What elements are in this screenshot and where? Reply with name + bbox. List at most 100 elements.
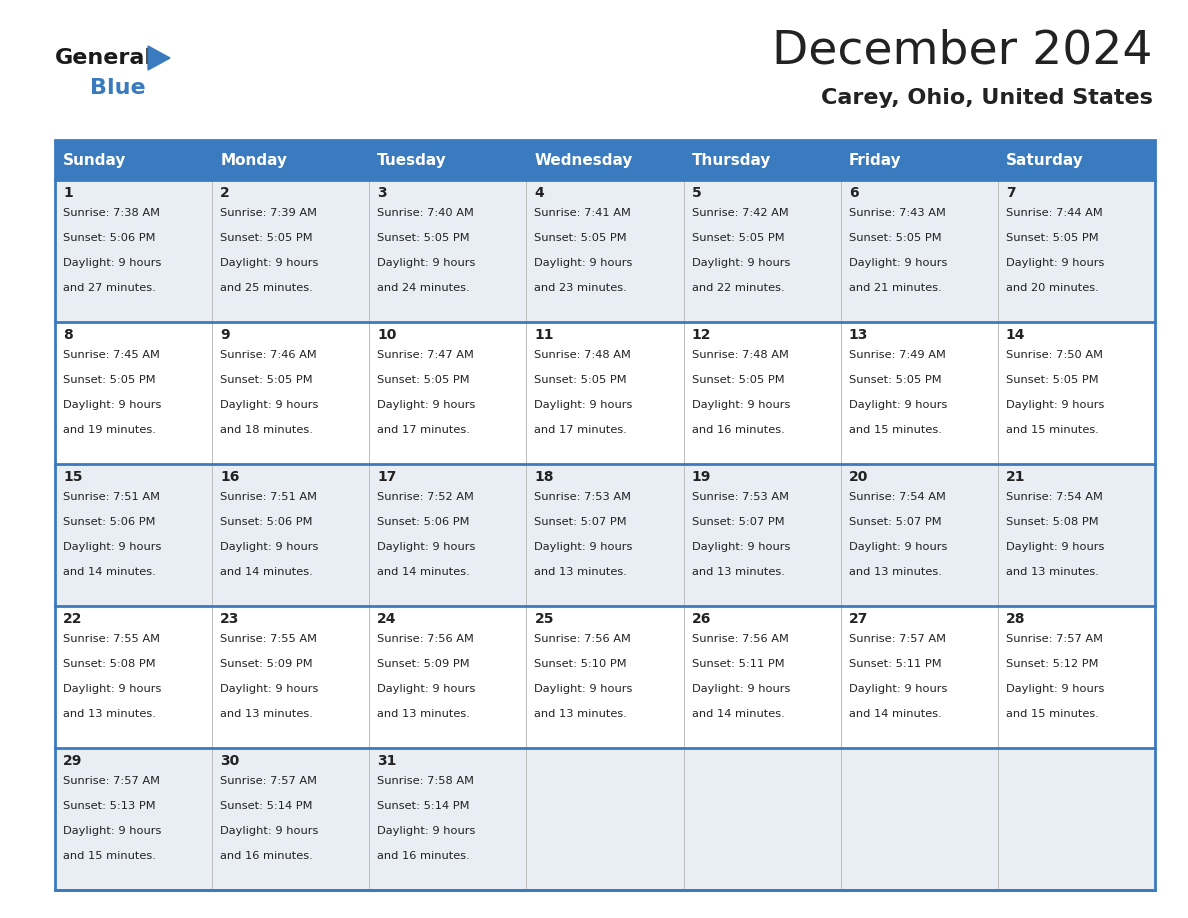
Text: 13: 13 (848, 328, 868, 342)
Text: Sunset: 5:12 PM: Sunset: 5:12 PM (1006, 659, 1099, 669)
Text: Daylight: 9 hours: Daylight: 9 hours (220, 684, 318, 694)
Text: and 13 minutes.: and 13 minutes. (691, 566, 784, 577)
Text: Monday: Monday (220, 152, 287, 167)
Text: and 13 minutes.: and 13 minutes. (63, 709, 156, 719)
Text: Sunset: 5:06 PM: Sunset: 5:06 PM (378, 517, 469, 527)
Text: Sunset: 5:05 PM: Sunset: 5:05 PM (535, 233, 627, 243)
Text: Sunrise: 7:55 AM: Sunrise: 7:55 AM (63, 634, 160, 644)
Text: Sunrise: 7:57 AM: Sunrise: 7:57 AM (1006, 634, 1102, 644)
Bar (55, 464, 1155, 606)
Text: Daylight: 9 hours: Daylight: 9 hours (535, 399, 633, 409)
Text: and 21 minutes.: and 21 minutes. (848, 283, 941, 293)
Text: 31: 31 (378, 754, 397, 768)
Text: Sunrise: 7:38 AM: Sunrise: 7:38 AM (63, 208, 160, 218)
Text: Sunset: 5:11 PM: Sunset: 5:11 PM (848, 659, 941, 669)
Text: 3: 3 (378, 186, 387, 200)
Text: Sunset: 5:14 PM: Sunset: 5:14 PM (220, 800, 312, 811)
Text: Sunrise: 7:40 AM: Sunrise: 7:40 AM (378, 208, 474, 218)
Text: 2: 2 (220, 186, 230, 200)
Text: Daylight: 9 hours: Daylight: 9 hours (1006, 399, 1104, 409)
Text: and 27 minutes.: and 27 minutes. (63, 283, 156, 293)
Text: Sunset: 5:05 PM: Sunset: 5:05 PM (535, 375, 627, 385)
Text: Sunset: 5:05 PM: Sunset: 5:05 PM (1006, 375, 1099, 385)
Text: and 14 minutes.: and 14 minutes. (378, 566, 470, 577)
Text: Daylight: 9 hours: Daylight: 9 hours (378, 399, 475, 409)
Bar (55, 140, 1155, 180)
Text: 7: 7 (1006, 186, 1016, 200)
Polygon shape (148, 46, 170, 70)
Text: 8: 8 (63, 328, 72, 342)
Text: Daylight: 9 hours: Daylight: 9 hours (378, 258, 475, 268)
Text: 6: 6 (848, 186, 859, 200)
Text: and 14 minutes.: and 14 minutes. (63, 566, 156, 577)
Text: Sunset: 5:08 PM: Sunset: 5:08 PM (63, 659, 156, 669)
Text: Sunset: 5:05 PM: Sunset: 5:05 PM (848, 375, 941, 385)
Text: and 14 minutes.: and 14 minutes. (848, 709, 941, 719)
Text: 1: 1 (63, 186, 72, 200)
Text: Daylight: 9 hours: Daylight: 9 hours (63, 542, 162, 552)
Text: 20: 20 (848, 470, 868, 484)
Text: Sunrise: 7:39 AM: Sunrise: 7:39 AM (220, 208, 317, 218)
Text: and 19 minutes.: and 19 minutes. (63, 424, 156, 434)
Text: Sunset: 5:05 PM: Sunset: 5:05 PM (220, 375, 312, 385)
Text: Sunrise: 7:56 AM: Sunrise: 7:56 AM (378, 634, 474, 644)
Bar (55, 322, 1155, 464)
Text: 5: 5 (691, 186, 701, 200)
Text: 17: 17 (378, 470, 397, 484)
Text: Sunset: 5:07 PM: Sunset: 5:07 PM (535, 517, 627, 527)
Text: Sunrise: 7:57 AM: Sunrise: 7:57 AM (220, 776, 317, 786)
Text: Sunrise: 7:58 AM: Sunrise: 7:58 AM (378, 776, 474, 786)
Text: Daylight: 9 hours: Daylight: 9 hours (63, 399, 162, 409)
Text: 19: 19 (691, 470, 710, 484)
Text: Sunrise: 7:51 AM: Sunrise: 7:51 AM (63, 492, 160, 502)
Text: Sunrise: 7:57 AM: Sunrise: 7:57 AM (63, 776, 160, 786)
Text: Daylight: 9 hours: Daylight: 9 hours (220, 542, 318, 552)
Text: and 18 minutes.: and 18 minutes. (220, 424, 312, 434)
Text: 9: 9 (220, 328, 229, 342)
Text: Sunset: 5:05 PM: Sunset: 5:05 PM (378, 375, 470, 385)
Text: Sunset: 5:05 PM: Sunset: 5:05 PM (848, 233, 941, 243)
Text: Sunrise: 7:43 AM: Sunrise: 7:43 AM (848, 208, 946, 218)
Text: Saturday: Saturday (1006, 152, 1083, 167)
Text: and 13 minutes.: and 13 minutes. (535, 566, 627, 577)
Text: Daylight: 9 hours: Daylight: 9 hours (848, 399, 947, 409)
Text: 26: 26 (691, 612, 710, 626)
Text: 18: 18 (535, 470, 554, 484)
Text: Sunset: 5:10 PM: Sunset: 5:10 PM (535, 659, 627, 669)
Text: Sunset: 5:06 PM: Sunset: 5:06 PM (63, 517, 156, 527)
Text: Wednesday: Wednesday (535, 152, 633, 167)
Text: Sunset: 5:09 PM: Sunset: 5:09 PM (378, 659, 470, 669)
Text: Daylight: 9 hours: Daylight: 9 hours (220, 825, 318, 835)
Text: and 14 minutes.: and 14 minutes. (691, 709, 784, 719)
Text: and 13 minutes.: and 13 minutes. (535, 709, 627, 719)
Text: Sunset: 5:05 PM: Sunset: 5:05 PM (63, 375, 156, 385)
Text: and 25 minutes.: and 25 minutes. (220, 283, 312, 293)
Text: Sunset: 5:05 PM: Sunset: 5:05 PM (691, 233, 784, 243)
Text: and 13 minutes.: and 13 minutes. (1006, 566, 1099, 577)
Text: Sunrise: 7:52 AM: Sunrise: 7:52 AM (378, 492, 474, 502)
Text: 28: 28 (1006, 612, 1025, 626)
Text: Sunrise: 7:48 AM: Sunrise: 7:48 AM (535, 350, 631, 360)
Text: Sunset: 5:06 PM: Sunset: 5:06 PM (63, 233, 156, 243)
Text: and 17 minutes.: and 17 minutes. (378, 424, 470, 434)
Text: Sunrise: 7:55 AM: Sunrise: 7:55 AM (220, 634, 317, 644)
Text: Sunrise: 7:45 AM: Sunrise: 7:45 AM (63, 350, 160, 360)
Text: Daylight: 9 hours: Daylight: 9 hours (378, 542, 475, 552)
Bar (55, 606, 1155, 748)
Text: Sunset: 5:14 PM: Sunset: 5:14 PM (378, 800, 469, 811)
Text: Daylight: 9 hours: Daylight: 9 hours (63, 825, 162, 835)
Text: Thursday: Thursday (691, 152, 771, 167)
Text: Daylight: 9 hours: Daylight: 9 hours (848, 542, 947, 552)
Text: Sunrise: 7:53 AM: Sunrise: 7:53 AM (535, 492, 632, 502)
Text: 25: 25 (535, 612, 554, 626)
Bar (55, 180, 1155, 322)
Text: Sunrise: 7:42 AM: Sunrise: 7:42 AM (691, 208, 789, 218)
Text: Sunrise: 7:46 AM: Sunrise: 7:46 AM (220, 350, 317, 360)
Text: Sunset: 5:08 PM: Sunset: 5:08 PM (1006, 517, 1099, 527)
Text: 30: 30 (220, 754, 240, 768)
Text: and 22 minutes.: and 22 minutes. (691, 283, 784, 293)
Text: 15: 15 (63, 470, 82, 484)
Text: and 17 minutes.: and 17 minutes. (535, 424, 627, 434)
Text: Daylight: 9 hours: Daylight: 9 hours (378, 825, 475, 835)
Text: Sunrise: 7:44 AM: Sunrise: 7:44 AM (1006, 208, 1102, 218)
